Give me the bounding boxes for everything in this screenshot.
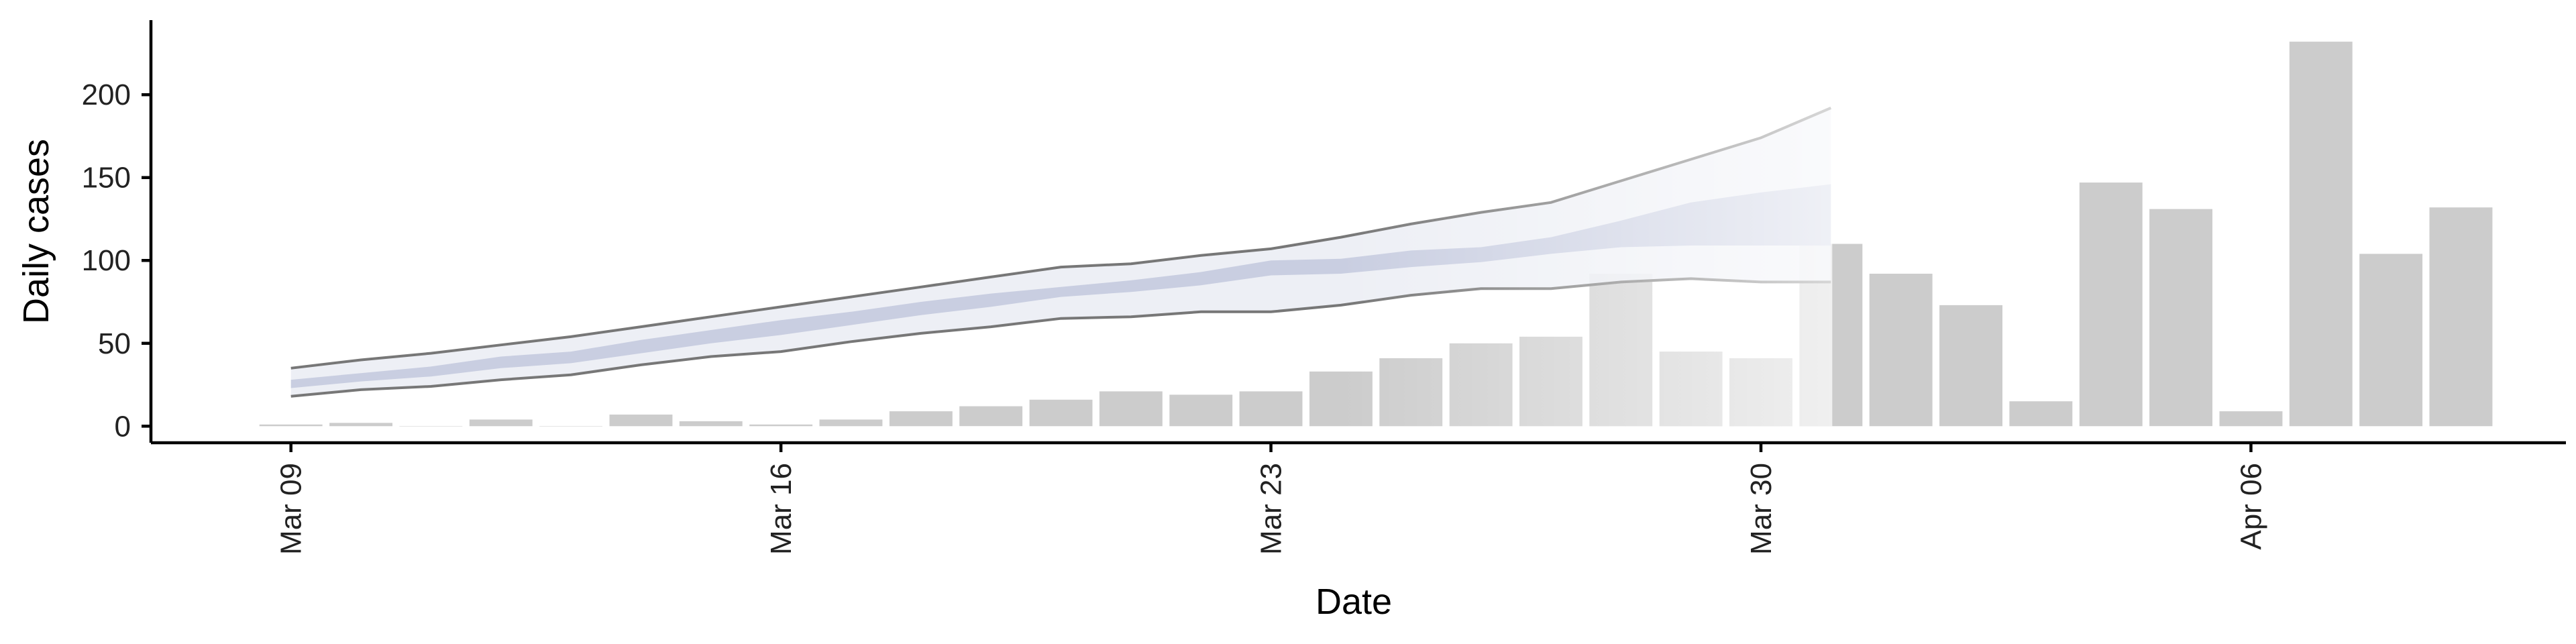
bar-10 (959, 406, 1023, 427)
x-axis: Mar 09 Mar 16 Mar 23 Mar 30 Apr 06 (151, 441, 2566, 555)
bar-13 (1169, 394, 1233, 427)
bar-31 (2429, 207, 2493, 427)
x-tick-label-28: Apr 06 (2235, 463, 2267, 550)
bar-1 (329, 423, 392, 427)
bar-9 (889, 411, 953, 427)
forecast-band-90 (290, 107, 1831, 396)
y-tick-label-50: 50 (98, 327, 131, 360)
y-axis-title: Daily cases (16, 139, 56, 324)
y-tick-label-100: 100 (82, 244, 131, 277)
y-tick-label-200: 200 (82, 78, 131, 111)
y-tick-label-150: 150 (82, 162, 131, 195)
bar-0 (259, 424, 323, 427)
forecast-layer (290, 20, 1833, 427)
bar-30 (2359, 254, 2423, 427)
bar-25 (2009, 401, 2073, 427)
x-tick-label-14: Mar 23 (1255, 463, 1288, 555)
bar-7 (749, 424, 813, 427)
x-tick-label-7: Mar 16 (765, 463, 798, 555)
bar-29 (2289, 42, 2353, 427)
bar-5 (609, 415, 673, 427)
bar-3 (469, 419, 533, 427)
y-tick-label-0: 0 (115, 410, 131, 443)
bar-11 (1029, 399, 1093, 427)
forecast-fade-overlay (1340, 20, 1833, 427)
bar-27 (2149, 209, 2212, 427)
x-tick-label-0: Mar 09 (275, 463, 308, 555)
bar-28 (2219, 411, 2283, 427)
bar-6 (679, 421, 743, 427)
bar-26 (2079, 182, 2143, 427)
y-axis: 0 50 100 150 200 (82, 20, 153, 443)
bar-23 (1869, 274, 1933, 427)
forecast-band-50 (290, 184, 1831, 388)
bar-14 (1239, 391, 1303, 427)
x-axis-title: Date (1316, 582, 1392, 622)
bar-2 (399, 426, 463, 427)
x-tick-label-21: Mar 30 (1745, 463, 1778, 555)
bar-8 (819, 419, 883, 427)
bar-4 (539, 426, 602, 427)
bar-24 (1939, 305, 2002, 427)
bar-12 (1099, 391, 1163, 427)
